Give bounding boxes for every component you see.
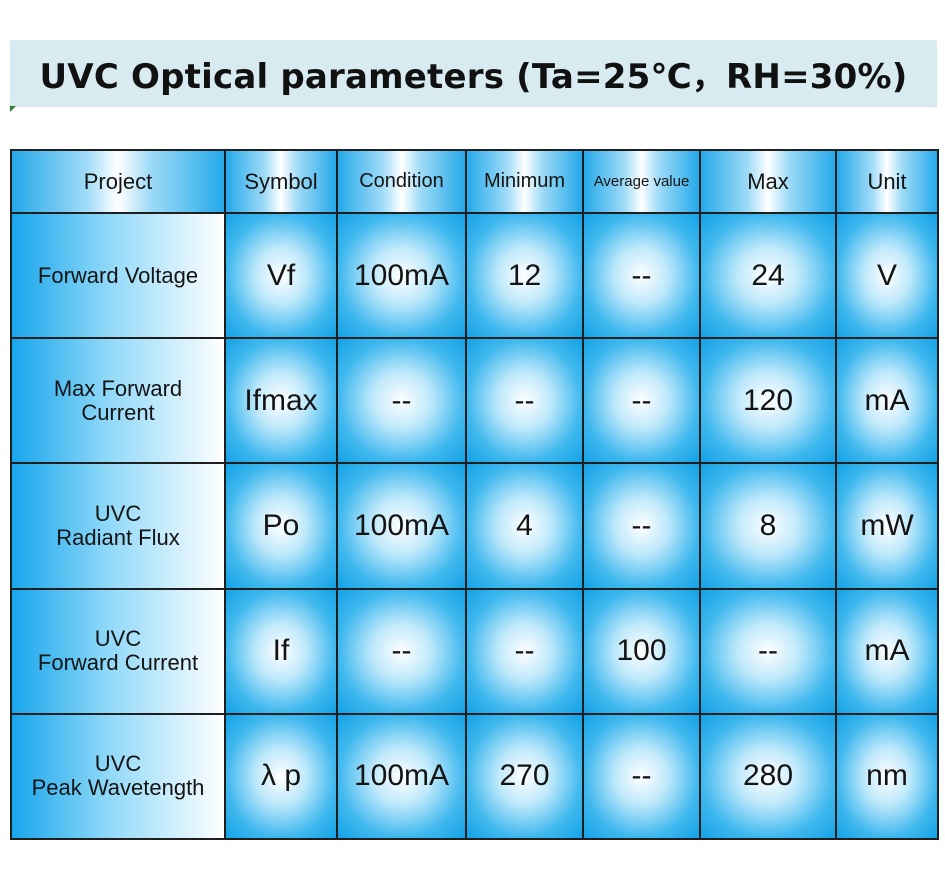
max-cell: 120 xyxy=(699,337,837,465)
project-cell: UVC Forward Current xyxy=(10,587,226,715)
project-label-line-2: Current xyxy=(81,399,155,425)
project-cell: UVC Peak Wavetength xyxy=(10,712,226,841)
condition-cell: 100mA xyxy=(336,212,467,340)
unit-cell: mW xyxy=(835,462,939,590)
condition-cell: -- xyxy=(336,587,467,715)
minimum-cell: -- xyxy=(465,337,584,465)
table-row: UVC Forward Current If -- -- 100 -- mA xyxy=(10,587,939,715)
symbol-cell: Ifmax xyxy=(224,337,338,465)
minimum-cell: 12 xyxy=(465,212,584,340)
table-row: Max Forward Current Ifmax -- -- -- 120 m… xyxy=(10,337,939,465)
column-header-unit: Unit xyxy=(835,148,939,215)
header-row: Project Symbol Condition Minimum Average… xyxy=(10,148,939,215)
condition-cell: -- xyxy=(336,337,467,465)
project-label-line-1: UVC xyxy=(94,751,142,777)
page-title: UVC Optical parameters (Ta=25℃，RH=30%) xyxy=(39,56,908,97)
project-label-line-1: UVC xyxy=(94,500,142,526)
project-label-line-1: UVC xyxy=(94,625,142,651)
unit-cell: V xyxy=(835,212,939,340)
title-bar: UVC Optical parameters (Ta=25℃，RH=30%) xyxy=(10,40,937,106)
cell-corner-marker xyxy=(10,106,16,112)
symbol-cell: Po xyxy=(224,462,338,590)
project-cell: Max Forward Current xyxy=(10,337,226,465)
table-row: UVC Radiant Flux Po 100mA 4 -- 8 mW xyxy=(10,462,939,590)
condition-cell: 100mA xyxy=(336,462,467,590)
column-header-condition: Condition xyxy=(336,148,467,215)
symbol-cell: Vf xyxy=(224,212,338,340)
project-cell: UVC Radiant Flux xyxy=(10,462,226,590)
average-cell: -- xyxy=(582,712,701,841)
project-label-line-2: Forward Current xyxy=(37,650,199,676)
average-cell: -- xyxy=(582,462,701,590)
average-cell: -- xyxy=(582,337,701,465)
project-label: Forward Voltage xyxy=(37,262,199,288)
column-header-max: Max xyxy=(699,148,837,215)
unit-cell: mA xyxy=(835,587,939,715)
project-label-line-1: Max Forward xyxy=(53,375,183,401)
minimum-cell: -- xyxy=(465,587,584,715)
column-header-average-value: Average value xyxy=(582,148,701,215)
spacer-row xyxy=(10,106,937,149)
project-cell: Forward Voltage xyxy=(10,212,226,340)
minimum-cell: 270 xyxy=(465,712,584,841)
project-label-line-2: Peak Wavetength xyxy=(31,775,205,801)
max-cell: 8 xyxy=(699,462,837,590)
column-header-minimum: Minimum xyxy=(465,148,584,215)
condition-cell: 100mA xyxy=(336,712,467,841)
symbol-cell: λ p xyxy=(224,712,338,841)
average-cell: 100 xyxy=(582,587,701,715)
max-cell: -- xyxy=(699,587,837,715)
max-cell: 280 xyxy=(699,712,837,841)
unit-cell: mA xyxy=(835,337,939,465)
average-cell: -- xyxy=(582,212,701,340)
parameters-table: Project Symbol Condition Minimum Average… xyxy=(10,148,939,841)
unit-cell: nm xyxy=(835,712,939,841)
table-row: UVC Peak Wavetength λ p 100mA 270 -- 280… xyxy=(10,712,939,841)
max-cell: 24 xyxy=(699,212,837,340)
project-label-line-2: Radiant Flux xyxy=(56,525,180,550)
column-header-project: Project xyxy=(10,148,226,215)
table-row: Forward Voltage Vf 100mA 12 -- 24 V xyxy=(10,212,939,340)
column-header-symbol: Symbol xyxy=(224,148,338,215)
minimum-cell: 4 xyxy=(465,462,584,590)
symbol-cell: If xyxy=(224,587,338,715)
